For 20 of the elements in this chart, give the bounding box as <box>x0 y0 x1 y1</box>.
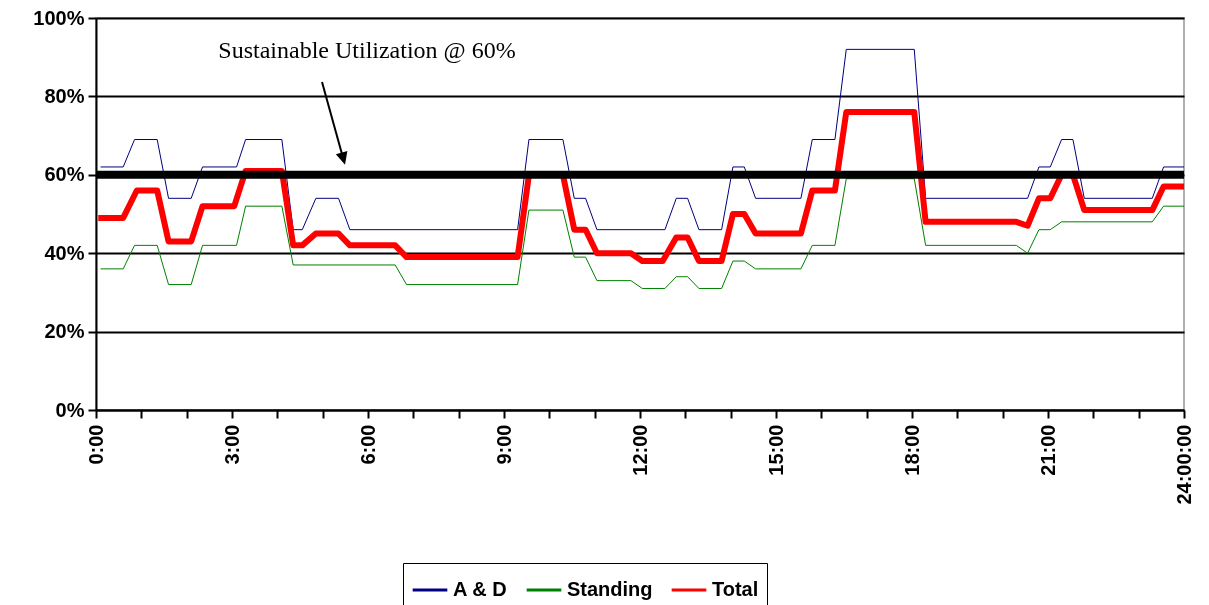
y-tick-label: 40% <box>44 241 85 264</box>
x-tick-label: 12:00 <box>628 424 651 476</box>
x-tick-label: 3:00 <box>220 424 243 465</box>
x-tick-label: 15:00 <box>764 424 787 476</box>
legend-label: Total <box>712 578 759 600</box>
x-tick-label: 6:00 <box>356 424 379 465</box>
line-series <box>100 178 1184 289</box>
y-tick-label: 0% <box>55 398 85 421</box>
y-tick-label: 60% <box>44 163 85 186</box>
legend-label: A & D <box>453 578 507 600</box>
y-tick-label: 100% <box>33 6 85 29</box>
x-tick-label: 18:00 <box>900 424 923 476</box>
y-tick-label: 20% <box>44 320 85 343</box>
legend-label: Standing <box>567 578 653 600</box>
x-tick-label: 0:00 <box>84 424 107 465</box>
annotation: Sustainable Utilization @ 60% <box>218 37 516 63</box>
x-tick-label: 24:00:00 <box>1172 424 1195 505</box>
x-tick-label: 21:00 <box>1036 424 1059 476</box>
y-tick-label: 80% <box>44 84 85 107</box>
x-tick-label: 9:00 <box>492 424 515 465</box>
